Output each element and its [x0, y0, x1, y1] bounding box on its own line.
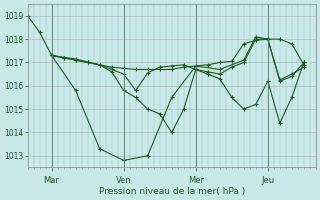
X-axis label: Pression niveau de la mer( hPa ): Pression niveau de la mer( hPa ) [99, 187, 245, 196]
